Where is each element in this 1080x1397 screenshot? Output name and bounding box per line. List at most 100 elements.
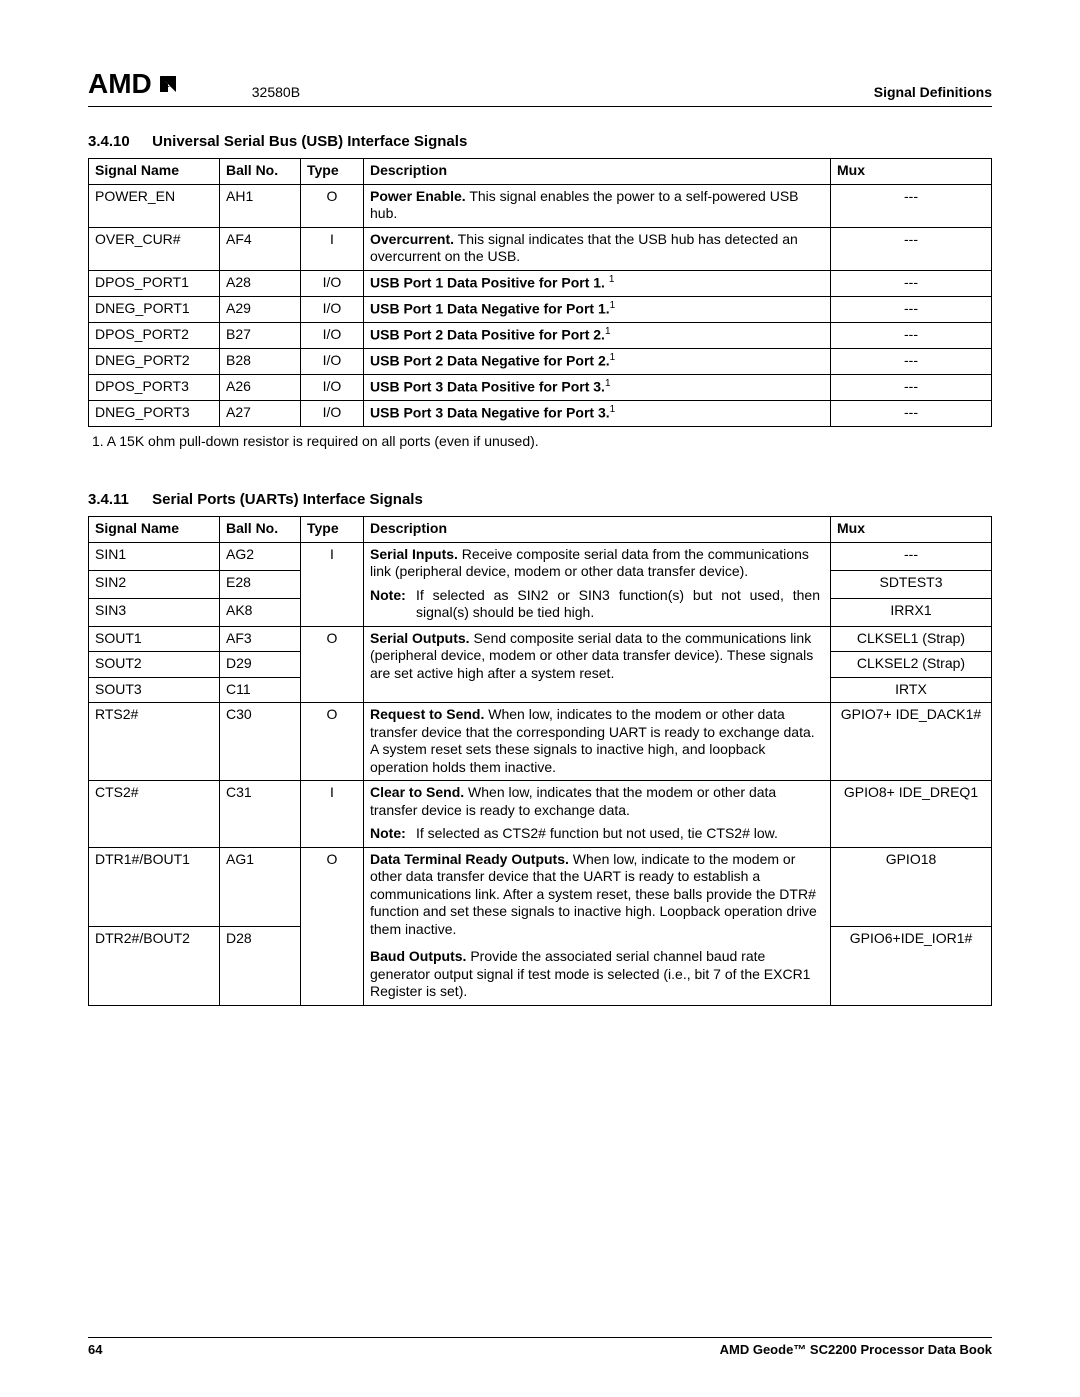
signal-desc: Overcurrent. This signal indicates that … (364, 227, 831, 270)
ball-no: AF4 (220, 227, 301, 270)
col-header: Ball No. (220, 517, 301, 543)
signal-name: SIN1 (89, 542, 220, 570)
ball-no: AF3 (220, 626, 301, 652)
ball-no: C31 (220, 781, 301, 848)
ball-no: D28 (220, 926, 301, 1005)
table-row: DPOS_PORT1A28I/OUSB Port 1 Data Positive… (89, 270, 992, 296)
signal-name: DTR2#/BOUT2 (89, 926, 220, 1005)
mux: IRTX (831, 677, 992, 703)
signal-desc: USB Port 1 Data Negative for Port 1.1 (364, 296, 831, 322)
signal-desc: USB Port 3 Data Negative for Port 3.1 (364, 401, 831, 427)
col-header: Description (364, 159, 831, 185)
mux: --- (831, 227, 992, 270)
book-title: AMD Geode™ SC2200 Processor Data Book (720, 1342, 992, 1357)
mux: SDTEST3 (831, 570, 992, 598)
mux: --- (831, 322, 992, 348)
page-header: AMD 32580B Signal Definitions (88, 68, 992, 107)
signal-name: DNEG_PORT3 (89, 401, 220, 427)
signal-desc: Request to Send. When low, indicates to … (364, 703, 831, 781)
mux: GPIO18 (831, 847, 992, 926)
signal-type: I/O (301, 270, 364, 296)
table-row: POWER_ENAH1OPower Enable. This signal en… (89, 184, 992, 227)
signal-name: DNEG_PORT1 (89, 296, 220, 322)
signal-type: O (301, 703, 364, 781)
signal-type: I/O (301, 401, 364, 427)
ball-no: A29 (220, 296, 301, 322)
ball-no: D29 (220, 652, 301, 678)
signal-desc: Power Enable. This signal enables the po… (364, 184, 831, 227)
usb-footnote: 1. A 15K ohm pull-down resistor is requi… (92, 433, 992, 449)
ball-no: B28 (220, 348, 301, 374)
signal-type: I/O (301, 375, 364, 401)
table-row: SIN1 AG2 I Serial Inputs. Receive compos… (89, 542, 992, 570)
signal-desc: Serial Outputs. Send composite serial da… (364, 626, 831, 703)
signal-name: SOUT2 (89, 652, 220, 678)
section-title-usb: 3.4.10 Universal Serial Bus (USB) Interf… (88, 133, 992, 150)
usb-signals-table: Signal Name Ball No. Type Description Mu… (88, 158, 992, 427)
signal-type: O (301, 626, 364, 703)
ball-no: AK8 (220, 598, 301, 626)
table-row: CTS2# C31 I Clear to Send. When low, ind… (89, 781, 992, 848)
table-row: DNEG_PORT2B28I/OUSB Port 2 Data Negative… (89, 348, 992, 374)
ball-no: AH1 (220, 184, 301, 227)
ball-no: AG1 (220, 847, 301, 926)
mux: --- (831, 401, 992, 427)
signal-type: I (301, 542, 364, 626)
signal-type: I (301, 781, 364, 848)
signal-name: SOUT1 (89, 626, 220, 652)
mux: --- (831, 184, 992, 227)
amd-arrow-icon (154, 70, 182, 98)
table-row: SOUT1 AF3 O Serial Outputs. Send composi… (89, 626, 992, 652)
ball-no: B27 (220, 322, 301, 348)
table-row: DNEG_PORT3A27I/OUSB Port 3 Data Negative… (89, 401, 992, 427)
signal-desc: USB Port 2 Data Negative for Port 2.1 (364, 348, 831, 374)
ball-no: A28 (220, 270, 301, 296)
mux: --- (831, 348, 992, 374)
table-header-row: Signal Name Ball No. Type Description Mu… (89, 159, 992, 185)
signal-type: I (301, 227, 364, 270)
section-num: 3.4.11 (88, 491, 148, 508)
mux: --- (831, 270, 992, 296)
signal-type: O (301, 184, 364, 227)
mux: IRRX1 (831, 598, 992, 626)
signal-desc: USB Port 1 Data Positive for Port 1. 1 (364, 270, 831, 296)
ball-no: A27 (220, 401, 301, 427)
section-title-uart: 3.4.11 Serial Ports (UARTs) Interface Si… (88, 491, 992, 508)
signal-name: RTS2# (89, 703, 220, 781)
signal-name: OVER_CUR# (89, 227, 220, 270)
table-row: OVER_CUR#AF4IOvercurrent. This signal in… (89, 227, 992, 270)
mux: GPIO6+IDE_IOR1# (831, 926, 992, 1005)
header-section-label: Signal Definitions (874, 84, 992, 100)
mux: --- (831, 542, 992, 570)
signal-desc: Serial Inputs. Receive composite serial … (364, 542, 831, 626)
col-header: Mux (831, 517, 992, 543)
logo-text: AMD (88, 68, 152, 100)
signal-type: O (301, 847, 364, 1005)
ball-no: A26 (220, 375, 301, 401)
signal-name: SIN3 (89, 598, 220, 626)
page-footer: 64 AMD Geode™ SC2200 Processor Data Book (88, 1337, 992, 1357)
signal-type: I/O (301, 348, 364, 374)
ball-no: C11 (220, 677, 301, 703)
signal-type: I/O (301, 296, 364, 322)
col-header: Signal Name (89, 517, 220, 543)
signal-name: CTS2# (89, 781, 220, 848)
signal-desc: USB Port 2 Data Positive for Port 2.1 (364, 322, 831, 348)
page-number: 64 (88, 1342, 102, 1357)
section-heading: Serial Ports (UARTs) Interface Signals (152, 491, 423, 508)
col-header: Type (301, 159, 364, 185)
ball-no: C30 (220, 703, 301, 781)
mux: --- (831, 296, 992, 322)
mux: GPIO7+ IDE_DACK1# (831, 703, 992, 781)
signal-name: DPOS_PORT2 (89, 322, 220, 348)
doc-number: 32580B (252, 84, 300, 100)
signal-name: SOUT3 (89, 677, 220, 703)
signal-name: POWER_EN (89, 184, 220, 227)
table-row: DTR1#/BOUT1 AG1 O Data Terminal Ready Ou… (89, 847, 992, 926)
mux: CLKSEL1 (Strap) (831, 626, 992, 652)
signal-name: DPOS_PORT1 (89, 270, 220, 296)
col-header: Signal Name (89, 159, 220, 185)
amd-logo: AMD (88, 68, 182, 100)
ball-no: E28 (220, 570, 301, 598)
section-heading: Universal Serial Bus (USB) Interface Sig… (152, 133, 467, 150)
